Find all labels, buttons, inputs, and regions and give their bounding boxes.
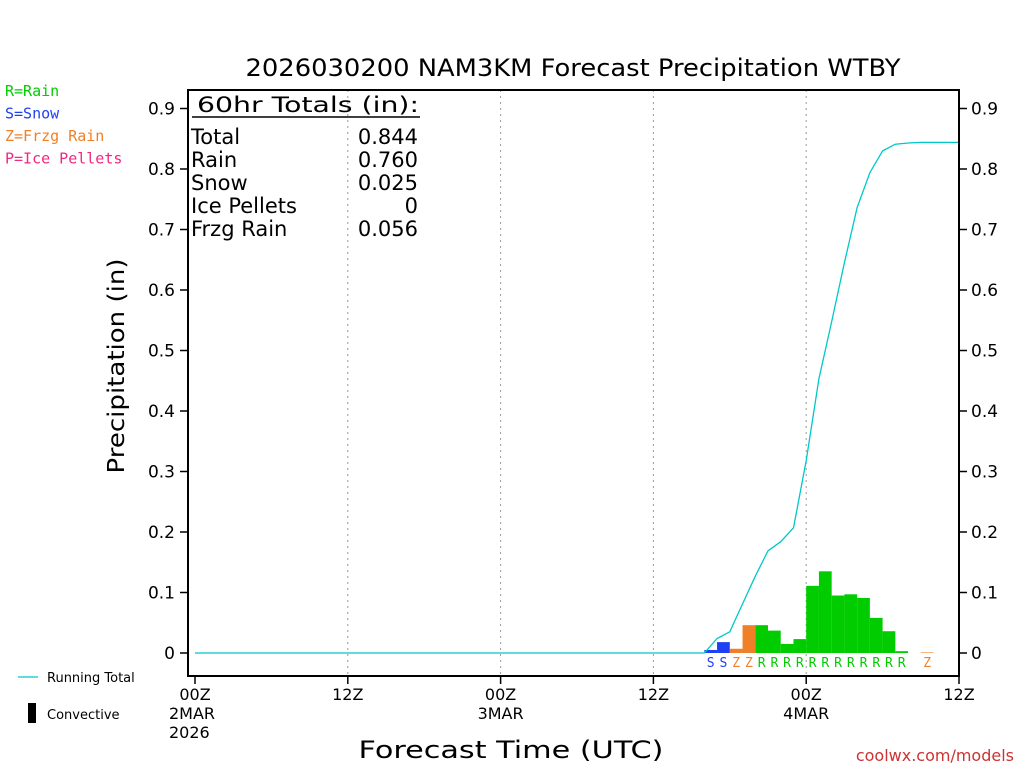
y-tick-label-right: 0.9 (971, 100, 998, 120)
precip-bar (844, 594, 858, 653)
precip-type-letter: R (796, 656, 804, 671)
chart-title: 2026030200 NAM3KM Forecast Precipitation… (246, 54, 901, 82)
precip-type-letter: R (860, 656, 868, 671)
vertical-gridlines (347, 90, 807, 676)
x-tick-label: 2MAR (169, 704, 215, 723)
precip-type-letter: R (898, 656, 906, 671)
y-tick-label-right: 0.4 (971, 402, 998, 422)
y-tick-label-left: 0.6 (148, 281, 175, 301)
y-tick-label-left: 0.2 (148, 523, 175, 543)
y-tick-label-right: 0 (971, 644, 982, 664)
precip-type-letter: R (885, 656, 893, 671)
precip-type-letter: R (872, 656, 880, 671)
precip-bar (793, 639, 807, 653)
x-tick-label: 12Z (638, 685, 669, 704)
totals-value-1: 0.760 (358, 148, 418, 172)
precip-type-letter: S (720, 656, 728, 671)
precip-type-letter: Z (745, 656, 753, 671)
y-tick-label-left: 0.8 (148, 160, 175, 180)
y-axis-left: 0 0.1 0.2 0.3 0.4 0.5 0.6 0.7 0.8 0.9 (148, 100, 188, 664)
precip-bar (704, 649, 718, 653)
precip-type-letter: Z (732, 656, 740, 671)
precip-type-legend: R=Rain S=Snow Z=Frzg Rain P=Ice Pellets (5, 82, 122, 168)
x-tick-label: 12Z (332, 685, 363, 704)
convective-swatch (28, 703, 36, 723)
y-tick-label-right: 0.8 (971, 160, 998, 180)
totals-label-2: Snow (191, 171, 248, 195)
totals-value-2: 0.025 (358, 171, 418, 195)
legend-type-1: S=Snow (5, 105, 60, 123)
precip-bar (818, 571, 832, 653)
precip-bar (920, 652, 934, 653)
y-tick-label-right: 0.2 (971, 523, 998, 543)
precip-bar (895, 651, 909, 653)
precip-type-letter: R (758, 656, 766, 671)
y-tick-label-right: 0.6 (971, 281, 998, 301)
precip-bar (869, 617, 883, 653)
precip-type-letter: R (809, 656, 817, 671)
x-tick-label: 2026 (169, 723, 210, 742)
y-tick-label-right: 0.3 (971, 463, 998, 483)
y-tick-label-left: 0.1 (148, 584, 175, 604)
y-tick-label-right: 0.7 (971, 221, 998, 241)
precip-type-letter: Z (923, 656, 931, 671)
totals-value-0: 0.844 (358, 125, 418, 149)
y-tick-label-right: 0.1 (971, 584, 998, 604)
plot-frame (187, 89, 960, 677)
precip-type-letter: R (770, 656, 778, 671)
precip-bar (806, 585, 819, 653)
x-tick-label: 12Z (943, 685, 974, 704)
legend-type-3: P=Ice Pellets (5, 150, 122, 168)
y-axis-title: Precipitation (in) (104, 259, 130, 474)
legend-type-0: R=Rain (5, 82, 59, 100)
bottom-legend: Running Total Convective (18, 671, 135, 723)
x-tick-label: 4MAR (783, 704, 829, 723)
precip-bar (729, 648, 743, 653)
totals-header: 60hr Totals (in): (197, 93, 419, 117)
precip-bar (857, 597, 870, 653)
precip-type-letter: S (707, 656, 715, 671)
running-total-line (195, 141, 959, 654)
y-tick-label-left: 0 (164, 644, 175, 664)
y-tick-label-left: 0.9 (148, 100, 175, 120)
precip-type-letter: R (783, 656, 791, 671)
totals-label-4: Frzg Rain (191, 217, 287, 241)
y-axis-right: 0 0.1 0.2 0.3 0.4 0.5 0.6 0.7 0.8 0.9 (959, 100, 998, 664)
y-tick-label-left: 0.4 (148, 402, 175, 422)
precip-bar (755, 625, 768, 653)
precip-type-letter: R (821, 656, 829, 671)
totals-value-4: 0.056 (358, 217, 418, 241)
precip-bar (768, 630, 781, 653)
x-axis-title: Forecast Time (UTC) (359, 736, 664, 764)
y-tick-label-left: 0.5 (148, 342, 175, 362)
y-tick-label-left: 0.7 (148, 221, 175, 241)
totals-value-3: 0 (405, 194, 418, 218)
precip-bar (717, 642, 730, 653)
hourly-precip-bars (704, 571, 934, 653)
x-tick-label: 00Z (179, 685, 210, 704)
convective-label: Convective (47, 708, 120, 723)
x-tick-label: 00Z (791, 685, 822, 704)
legend-type-2: Z=Frzg Rain (5, 127, 104, 145)
precip-bar (882, 631, 896, 653)
totals-box: 60hr Totals (in): Total 0.844 Rain 0.760 Sno… (190, 93, 420, 241)
site-footer: coolwx.com/models (856, 746, 1014, 765)
precip-type-letter: R (834, 656, 842, 671)
precip-bar (742, 625, 756, 653)
x-tick-label: 3MAR (478, 704, 524, 723)
precip-bar (831, 595, 845, 653)
precip-type-letter: R (847, 656, 855, 671)
totals-label-1: Rain (191, 148, 237, 172)
totals-label-3: Ice Pellets (191, 194, 297, 218)
running-total-label: Running Total (47, 671, 135, 686)
x-tick-label: 00Z (485, 685, 516, 704)
precip-bar (780, 643, 794, 653)
y-tick-label-left: 0.3 (148, 463, 175, 483)
y-tick-label-right: 0.5 (971, 342, 998, 362)
totals-label-0: Total (190, 125, 240, 149)
